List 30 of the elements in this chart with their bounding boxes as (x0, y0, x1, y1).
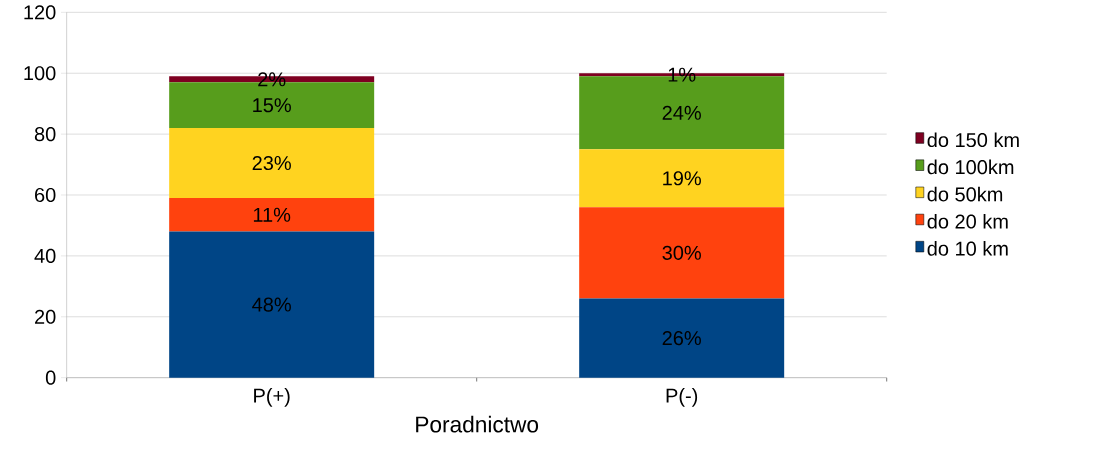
bar (169, 231, 375, 378)
legend-label: do 150 km (927, 132, 1019, 148)
data-label: 19% (663, 171, 701, 186)
x-tick-label: P(+) (254, 388, 290, 407)
legend-label: do 50km (927, 186, 1003, 202)
y-tick-label: 120 (24, 5, 56, 20)
data-label: 30% (662, 245, 701, 260)
data-label: 1% (668, 67, 696, 82)
data-label: 23% (252, 155, 291, 171)
bar (169, 198, 375, 232)
y-tick-label: 0 (45, 370, 56, 385)
bar (169, 128, 375, 199)
data-label: 15% (253, 98, 291, 113)
y-tick-label: 20 (35, 309, 56, 324)
y-tick-label: 40 (34, 248, 56, 263)
y-tick-label: 80 (34, 127, 56, 142)
legend-label: do 10 km (927, 241, 1008, 256)
bar (579, 207, 785, 299)
data-label: 11% (253, 207, 291, 222)
y-tick-label: 60 (35, 187, 56, 203)
data-label: 24% (662, 105, 701, 120)
data-label: 48% (252, 297, 291, 312)
y-tick-label: 100 (24, 66, 56, 81)
bar (579, 149, 785, 208)
bar (579, 298, 785, 378)
x-axis-title: Poradnictwo (416, 415, 539, 433)
data-label: 26% (662, 331, 701, 346)
x-tick-label: P(-) (666, 388, 698, 407)
legend-label: do 20 km (927, 213, 1008, 229)
legend-label: do 100km (927, 159, 1014, 175)
